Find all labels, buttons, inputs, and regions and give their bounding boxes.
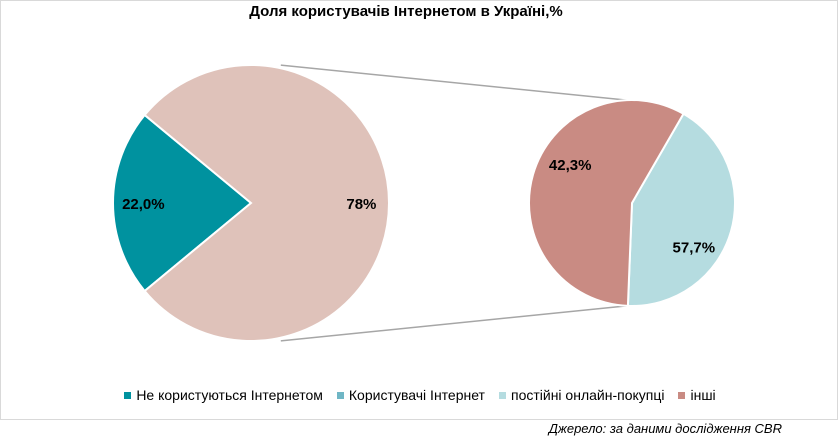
chart-area: Доля користувачів Інтернетом в Україні,%… (0, 0, 838, 420)
legend: Не користуються Інтернетом Користувачі І… (1, 387, 839, 403)
source-note: Джерело: за даними дослідження CBR (548, 421, 782, 436)
data-label: 78% (346, 196, 376, 213)
legend-label: Не користуються Інтернетом (136, 387, 323, 403)
connector-line (280, 305, 627, 342)
legend-item: Користувачі Інтернет (336, 387, 485, 403)
legend-swatch (678, 391, 686, 399)
legend-label: постійні онлайн-покупці (510, 387, 665, 403)
legend-item: інші (678, 387, 716, 403)
legend-swatch (336, 391, 344, 399)
legend-swatch (124, 391, 132, 399)
legend-item: постійні онлайн-покупці (498, 387, 665, 403)
pie-of-pie-chart: 22,0% 78% 42,3% 57,7% (112, 64, 736, 342)
secondary-pie-slice (626, 112, 736, 307)
legend-item: Не користуються Інтернетом (124, 387, 323, 403)
connector-line (280, 64, 627, 101)
main-pie-slice (112, 113, 253, 293)
data-label: 57,7% (673, 239, 716, 256)
chart-title: Доля користувачів Інтернетом в Україні,% (249, 3, 563, 20)
data-label: 42,3% (549, 157, 592, 174)
secondary-pie-slice (528, 99, 685, 307)
legend-label: інші (690, 387, 716, 403)
data-label: 22,0% (122, 196, 165, 213)
main-pie-slice (143, 64, 390, 342)
legend-swatch (498, 391, 506, 399)
legend-label: Користувачі Інтернет (348, 387, 485, 403)
